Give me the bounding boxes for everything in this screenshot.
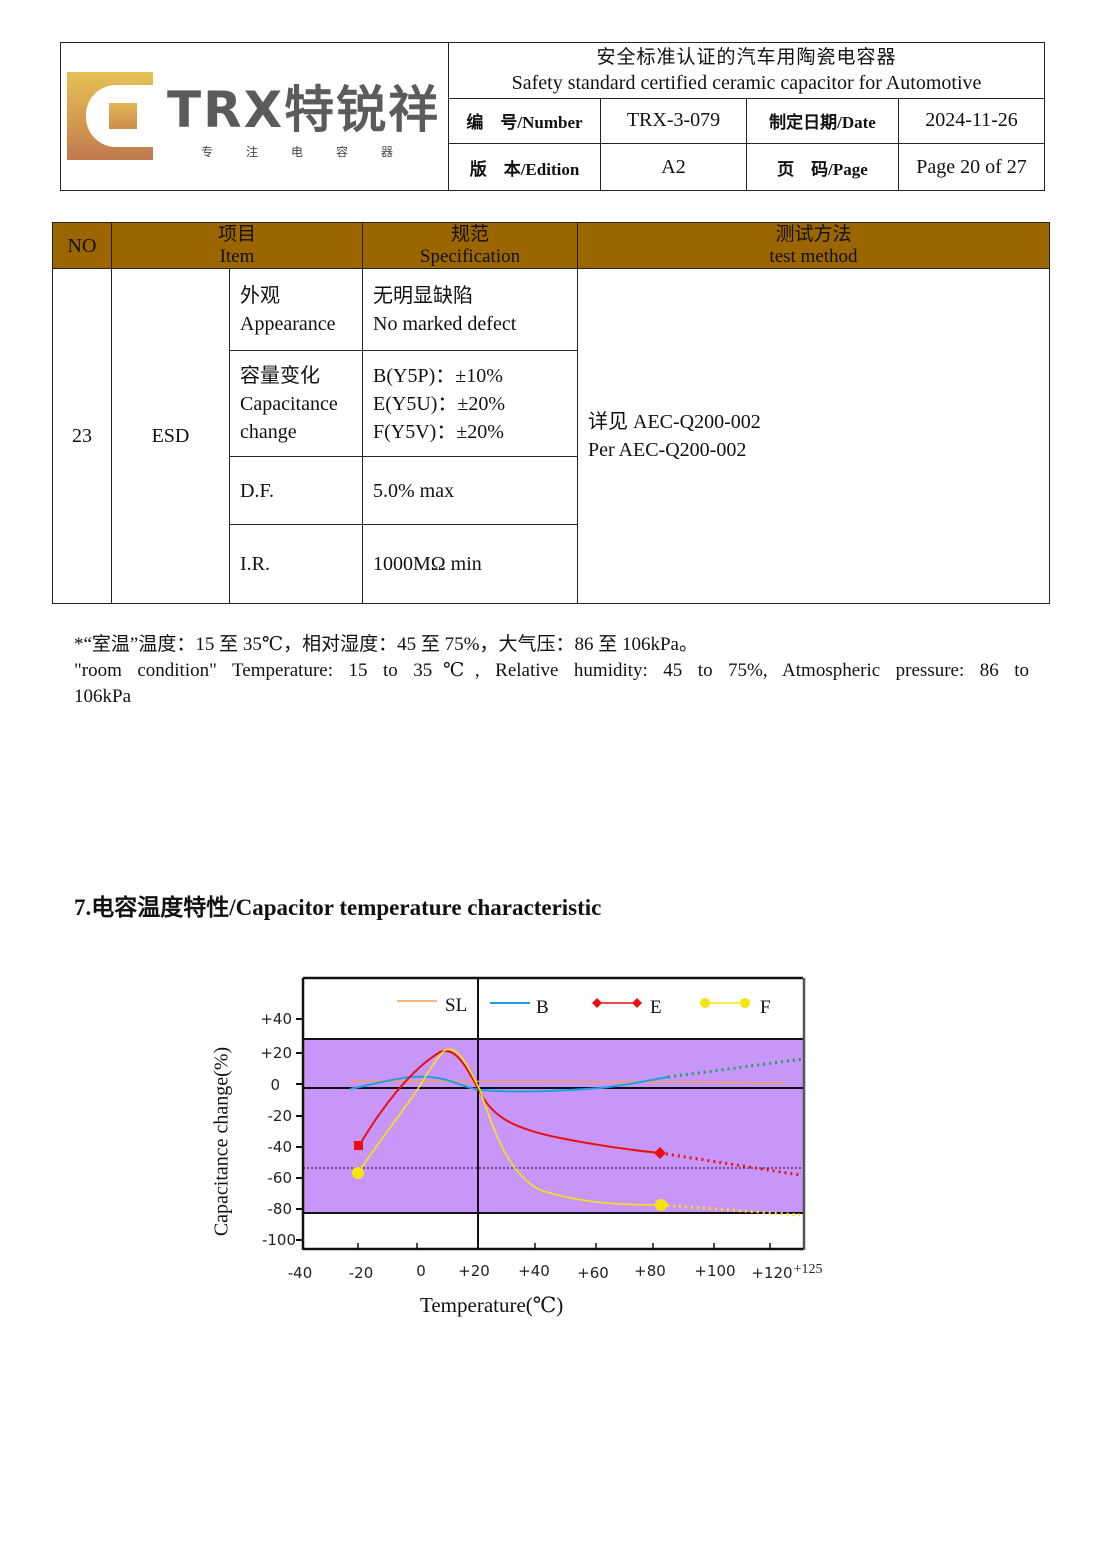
e-marker-start — [354, 1141, 363, 1150]
x-tick: +125 — [793, 1262, 823, 1277]
header-item: 项目 Item — [111, 222, 363, 269]
row-no: 23 — [52, 268, 112, 604]
document-meta-grid: 编 号/Number TRX-3-079 制定日期/Date 2024-11-2… — [449, 98, 1044, 190]
sub-item-ir: I.R. — [229, 524, 363, 604]
series-e — [358, 1049, 661, 1154]
page-value: Page 20 of 27 — [916, 155, 1027, 178]
e-marker-end — [654, 1147, 666, 1159]
document-title: 安全标准认证的汽车用陶瓷电容器 Safety standard certifie… — [449, 43, 1044, 99]
y-axis-label: Capacitance change(%) — [210, 1046, 233, 1237]
number-label: 编 号/Number — [449, 98, 601, 144]
x-tick: +20 — [458, 1262, 490, 1280]
x-tick: +40 — [518, 1262, 550, 1280]
spec-capacitance: B(Y5P)：±10% E(Y5U)：±20% F(Y5V)：±20% — [362, 350, 578, 457]
title-cn: 安全标准认证的汽车用陶瓷电容器 — [596, 47, 897, 68]
date-value: 2024-11-26 — [899, 98, 1044, 144]
legend-e: E — [650, 997, 662, 1018]
page-label: 页 码/Page — [747, 144, 899, 190]
number-value: TRX-3-079 — [601, 98, 747, 144]
note-en-cont: 106kPa — [74, 686, 131, 707]
x-tick: +80 — [634, 1262, 666, 1280]
row-item: ESD — [111, 268, 230, 604]
test-method: 详见 AEC-Q200-002 Per AEC-Q200-002 — [577, 268, 1050, 604]
y-tick: -100 — [261, 1231, 296, 1249]
y-tick: -80 — [267, 1200, 293, 1218]
spec-appearance: 无明显缺陷 No marked defect — [362, 268, 578, 351]
section-title: 7.电容温度特性/Capacitor temperature character… — [74, 895, 602, 920]
f-marker-end — [655, 1199, 667, 1211]
legend-f: F — [760, 997, 771, 1018]
table-header-row: NO 项目 Item 规范 Specification 测试方法 test metho… — [52, 222, 1050, 269]
y-tick: -60 — [267, 1169, 293, 1187]
x-tick: -20 — [348, 1264, 374, 1282]
sub-item-appearance: 外观 Appearance — [229, 268, 363, 351]
f-marker-start — [352, 1167, 364, 1179]
x-tick: 0 — [416, 1262, 426, 1280]
company-logo: TRX特锐祥 专注电容器 — [61, 43, 449, 190]
x-tick: +120 — [751, 1264, 793, 1282]
x-tick: +100 — [694, 1262, 736, 1280]
table-row: 容量变化 Capacitance change B(Y5P)：±10% E(Y5U)：… — [53, 350, 1050, 457]
y-tick: -40 — [267, 1138, 293, 1156]
legend-b: B — [536, 997, 549, 1018]
date-label: 制定日期/Date — [747, 98, 899, 144]
x-tick: -40 — [287, 1264, 313, 1282]
chart-plot — [296, 976, 806, 1251]
header-no: NO — [52, 222, 112, 269]
logo-slogan: 专注电容器 — [201, 145, 427, 159]
note-cn: *“室温”温度：15 至 35℃，相对湿度：45 至 75%，大气压：86 至 … — [74, 634, 698, 655]
legend-sl: SL — [445, 995, 468, 1016]
y-tick: 0 — [270, 1076, 280, 1094]
y-tick: +20 — [260, 1044, 292, 1062]
sub-item-df: D.F. — [229, 456, 363, 525]
temperature-chart: SL B E F Capacitance change(%) +40 +20 0… — [200, 960, 840, 1330]
header-method: 测试方法 test method — [577, 222, 1050, 269]
edition-label: 版 本/Edition — [449, 144, 601, 190]
table-row: 23 ESD 外观 Appearance 无明显缺陷 No marked defec… — [52, 268, 1050, 604]
title-en: Safety standard certified ceramic capaci… — [511, 72, 982, 94]
table-row: I.R. 1000MΩ min — [53, 524, 1050, 604]
series-sl — [349, 1080, 786, 1084]
spec-df: 5.0% max — [362, 456, 578, 525]
room-condition-note: *“室温”温度：15 至 35℃，相对湿度：45 至 75%，大气压：86 至 … — [74, 632, 1029, 710]
tolerance-band — [303, 1039, 803, 1213]
note-en: "room condition" Temperature: 15 to 35℃,… — [74, 660, 1029, 681]
series-f — [357, 1048, 662, 1206]
edition-value: A2 — [601, 144, 747, 190]
y-tick: +40 — [260, 1010, 292, 1028]
document-header: TRX特锐祥 专注电容器 安全标准认证的汽车用陶瓷电容器 Safety stan… — [60, 42, 1045, 191]
y-tick: -20 — [267, 1107, 293, 1125]
logo-text: TRX特锐祥 — [167, 81, 441, 139]
test-spec-table: NO 项目 Item 规范 Specification 测试方法 test metho… — [52, 222, 1050, 604]
spec-ir: 1000MΩ min — [362, 524, 578, 604]
table-row: D.F. 5.0% max — [53, 456, 1050, 525]
logo-mark-icon — [67, 72, 153, 160]
header-spec: 规范 Specification — [362, 222, 578, 269]
x-tick: +60 — [577, 1264, 609, 1282]
x-axis-label: Temperature(℃) — [420, 1293, 564, 1317]
sub-item-capacitance: 容量变化 Capacitance change — [229, 350, 363, 457]
